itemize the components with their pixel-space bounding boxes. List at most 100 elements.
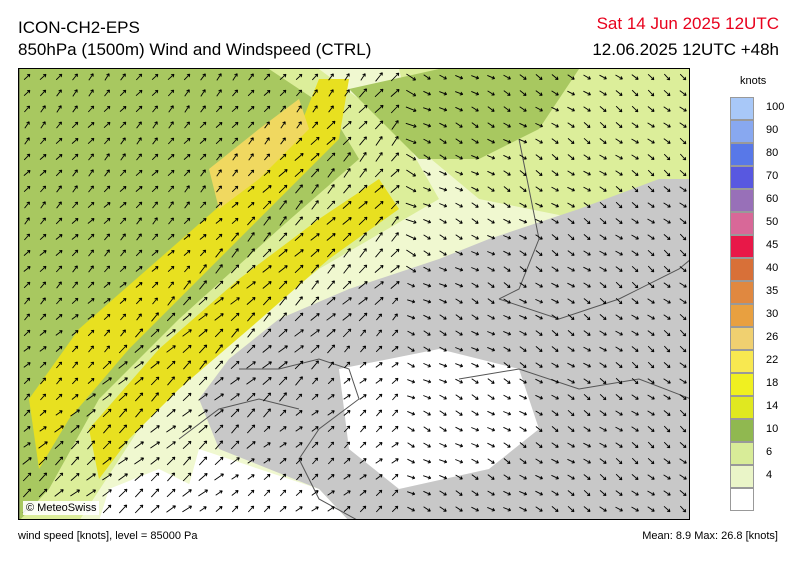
wind-arrow: [232, 73, 238, 81]
wind-arrow: [183, 360, 192, 370]
wind-arrow: [567, 186, 575, 192]
wind-arrow: [247, 105, 255, 112]
wind-arrow: [183, 137, 191, 145]
wind-arrow: [214, 473, 224, 481]
wind-arrow: [232, 169, 238, 177]
wind-arrow: [70, 425, 80, 433]
wind-arrow: [70, 409, 80, 417]
wind-arrow: [342, 328, 352, 338]
wind-arrow: [390, 265, 400, 273]
wind-arrow: [439, 394, 447, 400]
wind-arrow: [615, 362, 623, 369]
wind-arrow: [503, 282, 511, 288]
wind-arrow: [423, 410, 431, 416]
wind-arrow: [663, 345, 671, 353]
wind-arrow: [631, 394, 639, 400]
wind-arrow: [183, 280, 191, 290]
wind-arrow: [343, 425, 351, 433]
wind-arrow: [102, 473, 113, 481]
wind-arrow: [503, 507, 512, 512]
wind-arrow: [535, 202, 543, 208]
wind-arrow: [375, 232, 383, 242]
wind-arrow: [55, 265, 63, 273]
wind-arrow: [663, 234, 671, 241]
wind-arrow: [342, 200, 352, 209]
wind-arrow: [215, 248, 223, 258]
wind-arrow: [663, 282, 671, 288]
wind-arrow: [392, 297, 399, 305]
wind-arrow: [439, 490, 447, 496]
wind-arrow: [166, 425, 177, 433]
wind-arrow: [38, 456, 48, 466]
wind-arrow: [375, 72, 383, 82]
wind-arrow: [232, 89, 239, 97]
wind-arrow: [647, 490, 655, 496]
wind-arrow: [39, 89, 47, 97]
wind-arrow: [199, 217, 207, 224]
wind-arrow: [279, 153, 287, 161]
wind-arrow: [535, 298, 543, 304]
wind-arrow: [647, 282, 655, 289]
wind-arrow: [663, 378, 671, 384]
wind-arrow: [135, 266, 143, 272]
wind-arrow: [374, 88, 384, 98]
wind-arrow: [167, 89, 175, 97]
wind-arrow: [583, 330, 591, 336]
wind-arrows: [22, 72, 687, 514]
wind-arrow: [358, 216, 368, 226]
wind-arrow: [583, 313, 591, 321]
wind-arrow: [631, 361, 639, 369]
wind-arrow: [583, 378, 591, 384]
wind-arrow: [135, 89, 143, 97]
wind-arrow: [230, 440, 240, 450]
wind-arrow: [407, 315, 416, 320]
wind-arrow: [407, 410, 416, 416]
wind-arrow: [375, 458, 383, 464]
wind-arrow: [551, 122, 559, 128]
wind-arrow: [551, 234, 559, 240]
wind-arrow: [679, 490, 687, 497]
wind-arrow: [103, 217, 111, 225]
wind-arrow: [647, 441, 655, 449]
wind-arrow: [439, 203, 448, 208]
wind-arrow: [328, 441, 335, 449]
wind-arrow: [151, 169, 159, 176]
wind-arrow: [55, 234, 63, 240]
wind-arrow: [247, 248, 255, 258]
wind-arrow: [631, 185, 639, 193]
wind-arrow: [471, 490, 479, 496]
wind-arrow: [310, 152, 320, 161]
wind-arrow: [215, 121, 223, 128]
wind-arrow: [167, 169, 175, 177]
wind-arrow: [359, 441, 367, 449]
calm-zone: [179, 449, 348, 519]
wind-arrow: [647, 218, 655, 224]
wind-arrow: [182, 313, 192, 321]
wind-arrow: [615, 426, 623, 432]
wind-arrow: [247, 89, 255, 97]
wind-arrow: [182, 329, 192, 337]
wind-arrow: [487, 266, 495, 272]
wind-arrow: [136, 233, 142, 241]
wind-arrow: [599, 458, 607, 464]
wind-arrow: [167, 153, 175, 160]
wind-arrow: [423, 234, 431, 240]
wind-arrow: [328, 361, 334, 369]
wind-arrow: [647, 426, 655, 433]
wind-arrow: [326, 328, 336, 337]
wind-arrow: [663, 202, 671, 208]
wind-arrow: [118, 473, 128, 481]
wind-arrow: [295, 216, 303, 226]
wind-arrow: [615, 281, 623, 289]
wind-arrow: [263, 392, 272, 402]
wind-arrow: [487, 106, 495, 112]
wind-arrow: [599, 90, 607, 96]
wind-arrow: [407, 282, 415, 288]
wind-arrow: [374, 120, 384, 130]
wind-arrow: [471, 282, 479, 288]
wind-arrow: [342, 232, 352, 242]
wind-arrow: [71, 345, 79, 353]
wind-arrow: [535, 378, 543, 384]
wind-arrow: [280, 121, 286, 129]
wind-arrow: [359, 458, 367, 464]
